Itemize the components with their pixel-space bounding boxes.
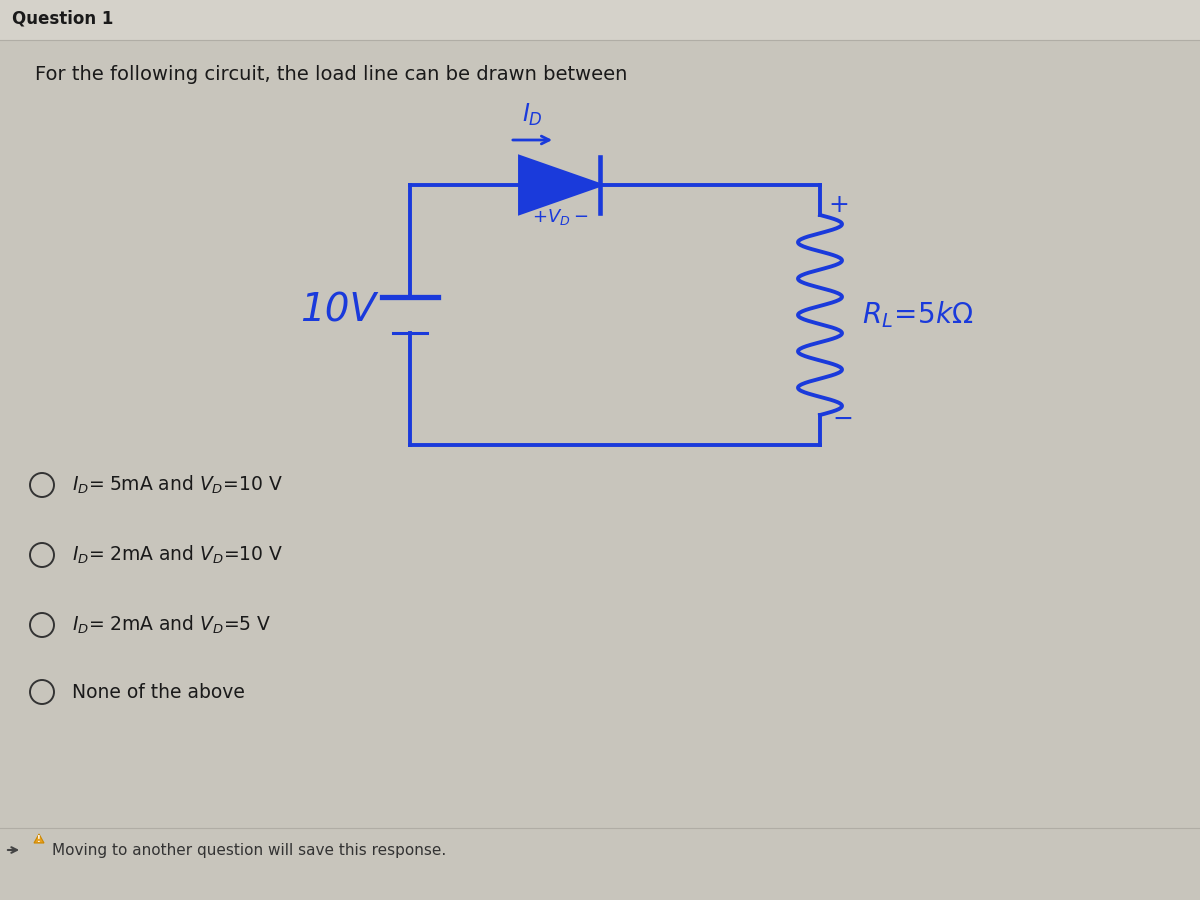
Text: !: !	[37, 835, 41, 844]
Polygon shape	[520, 157, 600, 213]
Text: Question 1: Question 1	[12, 9, 113, 27]
Text: For the following circuit, the load line can be drawn between: For the following circuit, the load line…	[35, 65, 628, 84]
Text: $I_D$= 2mA and $V_D$=5 V: $I_D$= 2mA and $V_D$=5 V	[72, 614, 271, 636]
Text: $I_D$= 2mA and $V_D$=10 V: $I_D$= 2mA and $V_D$=10 V	[72, 544, 283, 566]
Text: $R_L\!=\!5k\Omega$: $R_L\!=\!5k\Omega$	[862, 300, 974, 330]
Text: None of the above: None of the above	[72, 682, 245, 701]
Text: $I_D$: $I_D$	[522, 102, 542, 128]
Text: Moving to another question will save this response.: Moving to another question will save thi…	[52, 842, 446, 858]
Text: −: −	[832, 407, 853, 431]
Text: 10V: 10V	[300, 291, 376, 329]
Text: $+ V_D-$: $+ V_D-$	[532, 207, 588, 227]
FancyBboxPatch shape	[0, 0, 1200, 40]
Polygon shape	[34, 834, 44, 843]
Text: $I_D$= 5mA and $V_D$=10 V: $I_D$= 5mA and $V_D$=10 V	[72, 473, 283, 496]
Text: +: +	[828, 193, 848, 217]
